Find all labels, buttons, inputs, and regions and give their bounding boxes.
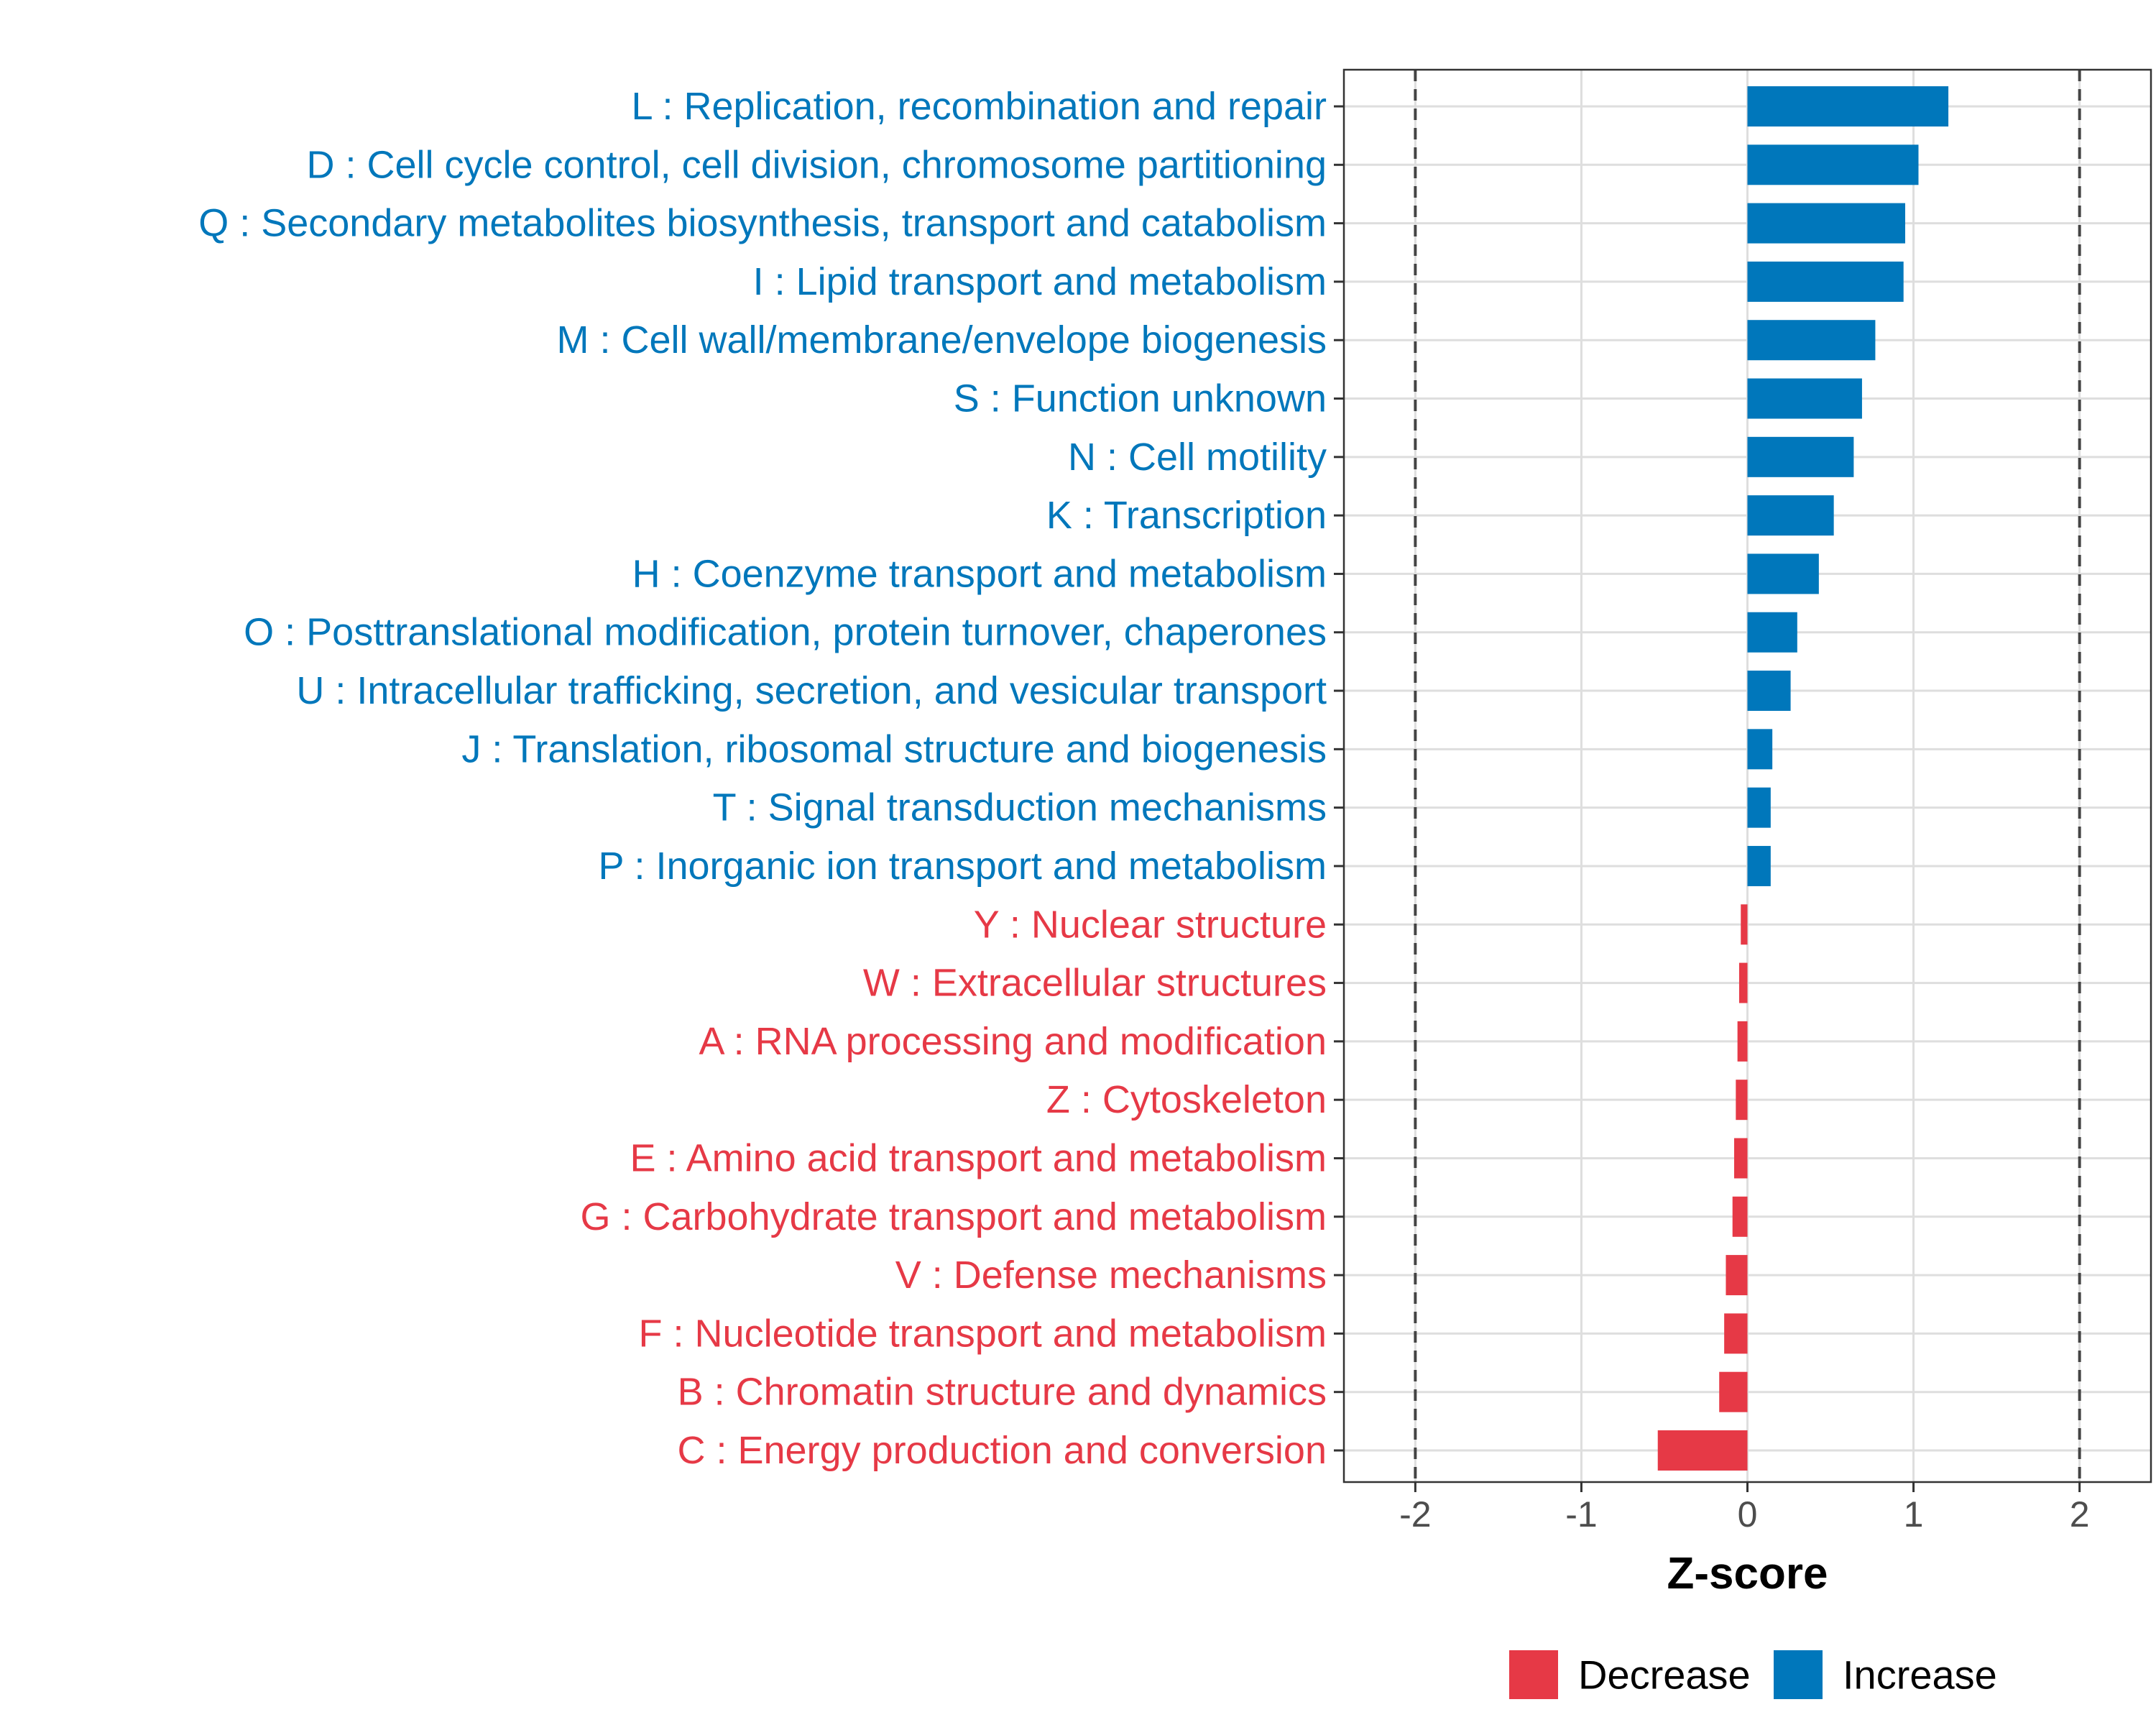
bar <box>1724 1313 1748 1354</box>
category-label: C : Energy production and conversion <box>677 1429 1327 1472</box>
bar <box>1747 612 1797 653</box>
legend: Decrease Increase <box>1509 1650 1997 1699</box>
category-label: O : Posttranslational modification, prot… <box>244 611 1327 654</box>
bar <box>1726 1255 1748 1296</box>
bar <box>1747 144 1919 185</box>
category-label: U : Intracellular trafficking, secretion… <box>296 669 1327 712</box>
legend-swatch <box>1509 1650 1558 1699</box>
x-tick-label: -1 <box>1565 1494 1597 1535</box>
bar <box>1747 671 1791 712</box>
bar <box>1747 729 1773 770</box>
bar <box>1747 436 1854 477</box>
legend-label: Increase <box>1843 1652 1997 1698</box>
category-label: A : RNA processing and modification <box>699 1020 1327 1063</box>
bar <box>1719 1371 1748 1412</box>
reference-lines <box>1414 70 2081 1482</box>
category-label: Y : Nuclear structure <box>974 903 1327 946</box>
category-labels: L : Replication, recombination and repai… <box>198 85 1327 1472</box>
category-label: I : Lipid transport and metabolism <box>753 260 1327 303</box>
bar <box>1747 320 1876 361</box>
category-label: Q : Secondary metabolites biosynthesis, … <box>198 202 1327 245</box>
bar <box>1747 553 1819 594</box>
x-tick-label: 1 <box>1904 1494 1924 1535</box>
bar <box>1741 904 1748 945</box>
bar <box>1747 378 1862 419</box>
category-label: T : Signal transduction mechanisms <box>713 786 1327 829</box>
category-label: V : Defense mechanisms <box>895 1254 1327 1297</box>
bar <box>1734 1138 1748 1179</box>
category-label: D : Cell cycle control, cell division, c… <box>306 143 1327 186</box>
category-label: F : Nucleotide transport and metabolism <box>639 1312 1327 1355</box>
bar <box>1737 1021 1748 1062</box>
bar <box>1747 261 1904 302</box>
category-label: K : Transcription <box>1046 494 1327 537</box>
category-label: B : Chromatin structure and dynamics <box>678 1371 1327 1414</box>
x-axis-title: Z-score <box>1667 1549 1828 1598</box>
category-label: Z : Cytoskeleton <box>1046 1078 1327 1121</box>
bar <box>1736 1080 1748 1121</box>
category-label: W : Extracellular structures <box>863 962 1327 1005</box>
bar <box>1747 845 1771 886</box>
category-label: S : Function unknown <box>954 377 1327 420</box>
bar <box>1747 495 1834 536</box>
category-label: P : Inorganic ion transport and metaboli… <box>598 845 1327 888</box>
category-label: N : Cell motility <box>1068 436 1327 479</box>
bar <box>1747 86 1949 126</box>
bar <box>1732 1196 1748 1237</box>
category-label: M : Cell wall/membrane/envelope biogenes… <box>556 318 1327 362</box>
legend-swatch <box>1774 1650 1823 1699</box>
bar <box>1738 962 1748 1003</box>
category-label: G : Carbohydrate transport and metabolis… <box>581 1195 1327 1238</box>
tick-marks <box>1334 105 2081 1492</box>
bars <box>1657 86 1949 1471</box>
x-tick-labels: -2 -1 0 1 2 <box>1399 1494 2089 1535</box>
category-label: L : Replication, recombination and repai… <box>631 85 1327 128</box>
bar <box>1657 1430 1748 1471</box>
x-tick-label: 0 <box>1738 1494 1758 1535</box>
legend-label: Decrease <box>1578 1652 1751 1698</box>
category-label: J : Translation, ribosomal structure and… <box>461 727 1327 770</box>
category-label: E : Amino acid transport and metabolism <box>630 1136 1327 1179</box>
x-tick-label: -2 <box>1399 1494 1431 1535</box>
x-tick-label: 2 <box>2070 1494 2090 1535</box>
bar <box>1747 203 1906 244</box>
category-label: H : Coenzyme transport and metabolism <box>632 552 1327 595</box>
bar <box>1747 787 1771 828</box>
